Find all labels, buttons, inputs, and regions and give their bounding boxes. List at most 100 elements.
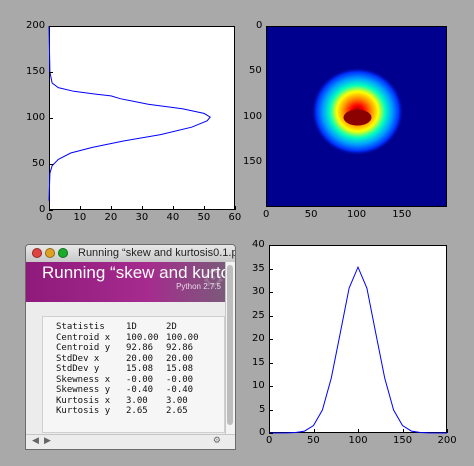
stats-header-label: Statistis [56,322,105,332]
x-tick-label-mark [204,206,205,210]
y-tick-label-mark [49,118,53,119]
y-tick-label-mark [269,386,273,387]
y-tick-label-mark [49,26,53,27]
x-tick-label: 200 [437,435,457,446]
y-tick-label-mark [269,362,273,364]
stat-name: StdDev y [56,364,100,374]
x-tick-label-mark [235,206,236,210]
y-tick-label-mark [269,315,273,317]
y-tick-label: 50 [32,158,45,169]
stat-name: Skewness y [56,385,111,395]
y-tick-label: 100 [26,112,46,123]
gear-icon: ⚙ [201,264,225,294]
close-window-button[interactable] [32,248,42,258]
y-tick-label-mark [269,433,273,434]
y-tick-label: 5 [259,403,266,415]
table-row: Centroid y 92.86 92.86 [56,343,206,354]
stat-2d: 100.00 [166,332,199,343]
stat-name: StdDev x [56,353,100,364]
stat-2d: 3.00 [166,395,188,406]
x-tick-label: 50 [307,435,320,446]
x-tick-label: 50 [304,209,318,220]
stat-1d: 2.65 [126,406,148,416]
stat-2d: 15.08 [166,364,194,374]
x-tick-label: 50 [197,212,211,223]
table-row: StdDev x 20.00 20.00 [56,354,206,365]
y-tick-label: 40 [252,239,265,250]
table-row: Skewness x -0.00 -0.00 [56,375,206,386]
y-tick-label: 150 [26,66,46,77]
stat-name: Skewness x [56,374,111,385]
x-tick-label-mark [111,206,112,210]
x-tick-label-mark [173,206,174,210]
stat-2d: 92.86 [166,343,194,353]
stat-name: Centroid x [56,332,111,343]
vertical-scrollbar[interactable] [225,262,235,436]
x-tick-label-mark [447,429,448,433]
stat-2d: 20.00 [166,353,194,364]
y-tick-label: 50 [249,65,262,77]
stat-2d: -0.00 [166,374,194,385]
stat-1d: 100.00 [126,332,159,343]
x-tick-label: 60 [228,212,242,223]
x-tick-label-mark [313,429,315,433]
x-tick-label: 10 [73,212,87,223]
profile-plot-y [49,26,235,210]
y-tick-label-mark [269,245,273,246]
vertical-scroll-thumb[interactable] [227,265,233,425]
x-tick-label-mark [358,429,359,433]
y-tick-label: 15 [252,356,265,368]
horizontal-scrollbar[interactable]: ◀ ▶ ⚙ [26,434,235,449]
banner-title: Running “skew and kurtosis0.1.py” [42,263,227,282]
stats-header-row: Statistis 1D 2D [56,322,206,333]
y-tick-label: 0 [39,204,46,215]
x-tick-label: 100 [347,209,367,220]
y-tick-label-mark [49,210,53,211]
stat-name: Kurtosis y [56,406,111,416]
y-tick-label: 0 [256,20,263,31]
stats-header-1d: 1D [126,322,137,332]
stat-2d: 2.65 [166,406,188,416]
table-row: Kurtosis y 2.65 2.65 [56,406,206,417]
x-tick-label: 30 [135,212,149,223]
zoom-window-button[interactable] [58,248,68,258]
y-tick-label: 20 [252,333,265,344]
x-tick-label: 150 [393,435,413,446]
x-tick-label-mark [80,206,81,210]
scroll-right-icon[interactable]: ▶ [44,436,51,446]
y-tick-label: 0 [259,427,266,438]
table-row: StdDev y 15.08 15.08 [56,364,206,375]
x-tick-label-mark [142,206,143,210]
series-line [48,25,211,201]
table-row: Centroid x 100.00 100.00 [56,333,206,344]
y-tick-label: 25 [252,309,265,321]
y-tick-label: 100 [243,110,263,122]
stat-1d: 20.00 [126,353,154,364]
table-row: Skewness y -0.40 -0.40 [56,385,206,396]
y-tick-label: 150 [243,155,263,167]
y-tick-label-mark [49,72,53,73]
y-tick-label: 30 [252,286,265,297]
y-tick-label: 35 [252,262,265,274]
x-tick-label-mark [269,429,270,433]
y-tick-label-mark [269,409,273,411]
statistics-output: Statistis 1D 2D Centroid x 100.00 100.00 C… [42,316,225,433]
heatmap-peak [343,109,372,126]
y-tick-label-mark [269,339,273,340]
y-tick-label: 200 [26,20,46,31]
window-titlebar[interactable]: Running “skew and kurtosis0.1.py” [26,245,235,263]
stat-name: Kurtosis x [56,395,111,406]
minimize-window-button[interactable] [45,248,55,258]
x-tick-label: 0 [263,209,270,220]
y-tick-label: 10 [252,380,265,391]
stat-1d: 15.08 [126,364,154,374]
x-tick-label: 20 [104,212,118,223]
stat-2d: -0.40 [166,385,194,395]
resize-grip-icon[interactable]: ⚙ [212,436,221,446]
y-tick-label-mark [49,164,53,165]
x-tick-label-mark [49,206,50,210]
scroll-left-icon[interactable]: ◀ [32,436,39,446]
x-tick-label: 40 [166,212,180,223]
table-row: Kurtosis x 3.00 3.00 [56,396,206,407]
window-title: Running “skew and kurtosis0.1.py” [78,247,236,259]
